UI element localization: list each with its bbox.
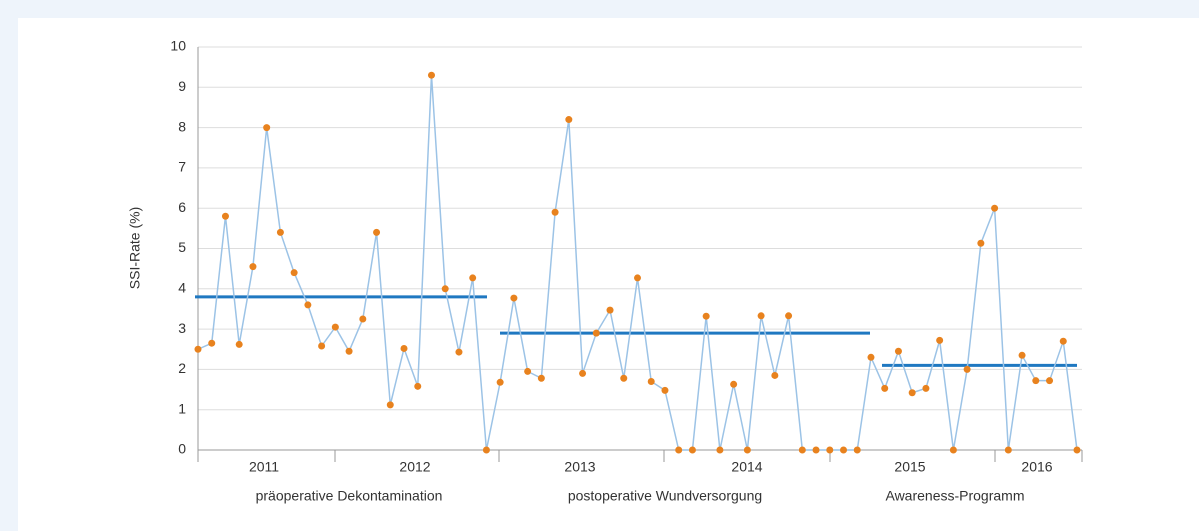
data-point	[798, 446, 806, 454]
data-point	[1032, 377, 1040, 385]
data-point	[524, 367, 532, 375]
data-point	[221, 212, 229, 220]
data-point	[373, 228, 381, 236]
data-point	[963, 365, 971, 373]
data-point	[785, 312, 793, 320]
data-point	[551, 208, 559, 216]
data-point	[757, 312, 765, 320]
data-point	[510, 294, 518, 302]
data-point	[647, 377, 655, 385]
y-tick-label: 10	[170, 38, 186, 54]
y-axis-label: SSI-Rate (%)	[127, 207, 143, 289]
y-tick-label: 4	[178, 280, 186, 296]
data-point	[592, 329, 600, 337]
data-point	[318, 342, 326, 350]
y-tick-label: 0	[178, 441, 186, 457]
data-point	[496, 378, 504, 386]
data-point	[469, 274, 477, 282]
x-tick-label: 2012	[399, 459, 430, 475]
y-tick-label: 6	[178, 199, 186, 215]
x-tick-label: 2015	[894, 459, 925, 475]
data-point	[743, 446, 751, 454]
period-label: präoperative Dekontamination	[256, 488, 443, 504]
data-point	[1046, 377, 1054, 385]
y-tick-label: 3	[178, 320, 186, 336]
y-tick-label: 9	[178, 78, 186, 94]
data-point	[263, 124, 271, 132]
data-point	[235, 340, 243, 348]
data-point	[730, 380, 738, 388]
data-point	[853, 446, 861, 454]
data-point	[661, 386, 669, 394]
data-point	[922, 384, 930, 392]
data-point	[620, 374, 628, 382]
period-label: postoperative Wundversorgung	[568, 488, 762, 504]
data-point	[675, 446, 683, 454]
data-point	[208, 339, 216, 347]
y-tick-label: 7	[178, 159, 186, 175]
data-point	[867, 353, 875, 361]
data-point	[249, 263, 257, 271]
data-point	[908, 389, 916, 397]
data-point	[331, 323, 339, 331]
x-tick-label: 2014	[731, 459, 762, 475]
x-tick-label: 2011	[249, 459, 279, 475]
y-tick-label: 2	[178, 360, 186, 376]
data-point	[537, 374, 545, 382]
data-point	[812, 446, 820, 454]
data-point	[826, 446, 834, 454]
data-point	[359, 315, 367, 323]
data-point	[716, 446, 724, 454]
data-point	[482, 446, 490, 454]
x-tick-label: 2016	[1021, 459, 1052, 475]
data-point	[840, 446, 848, 454]
data-point	[688, 446, 696, 454]
data-point	[1018, 351, 1026, 359]
data-point	[565, 116, 573, 124]
data-point	[304, 301, 312, 309]
y-tick-label: 5	[178, 239, 186, 255]
data-point	[1004, 446, 1012, 454]
data-point	[455, 348, 463, 356]
data-point	[977, 239, 985, 247]
data-point	[606, 306, 614, 314]
data-point	[345, 347, 353, 355]
data-point	[771, 371, 779, 379]
data-point	[1059, 337, 1067, 345]
data-point	[386, 401, 394, 409]
data-point	[276, 228, 284, 236]
data-point	[634, 274, 641, 282]
x-tick-label: 2013	[564, 459, 595, 475]
data-point	[441, 285, 449, 293]
data-point	[400, 344, 408, 352]
data-point	[949, 446, 957, 454]
data-point	[427, 71, 435, 79]
data-point	[194, 345, 202, 353]
data-point	[881, 384, 889, 392]
panel	[18, 18, 1199, 531]
data-point	[894, 347, 902, 355]
y-tick-label: 1	[178, 400, 186, 416]
data-point	[290, 269, 298, 277]
data-point	[414, 382, 422, 390]
y-tick-label: 8	[178, 118, 186, 134]
data-line	[197, 75, 1078, 451]
data-point	[991, 204, 999, 212]
data-point	[579, 369, 587, 377]
period-label: Awareness-Programm	[885, 488, 1024, 504]
data-point	[1073, 446, 1081, 454]
data-point	[702, 312, 710, 320]
data-point	[936, 336, 944, 344]
